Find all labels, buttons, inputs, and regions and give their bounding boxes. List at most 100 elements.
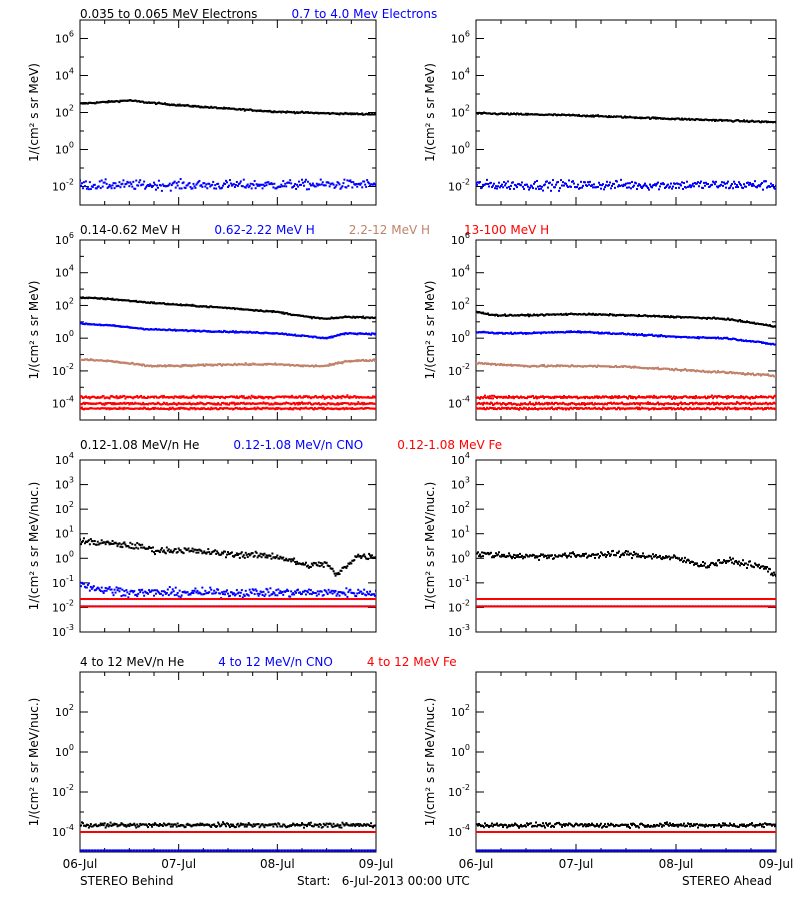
data-point [202,363,205,366]
data-point [200,395,203,398]
data-point [286,312,289,315]
data-point [250,394,253,397]
data-point [484,394,486,397]
data-point [359,183,362,186]
data-point [584,397,586,400]
data-point [309,315,312,318]
data-point [636,406,638,409]
data-point [611,395,613,398]
data-point [747,181,749,184]
data-point [608,115,610,118]
data-point [547,186,549,189]
data-point [499,186,501,189]
data-point [135,299,138,302]
data-point [295,187,298,190]
data-point [482,403,484,406]
y-tick-label: 104 [55,264,74,280]
data-point [769,324,771,327]
series-dots [80,321,376,340]
data-point [675,186,677,189]
data-point [528,188,530,191]
data-point [98,180,101,183]
data-point [338,113,341,116]
data-point [689,184,691,187]
data-point [594,406,596,409]
data-point [495,185,497,188]
data-point [274,408,277,411]
series-dots [476,406,776,411]
data-point [671,398,673,401]
data-point [134,187,137,190]
data-point [713,118,715,121]
data-point [172,181,175,184]
data-point [245,184,248,187]
data-point [87,188,90,191]
data-point [118,181,121,184]
data-point [198,179,201,182]
data-point [110,403,113,406]
data-point [582,184,584,187]
data-point [283,185,286,188]
data-point [172,401,175,404]
data-point [319,178,322,181]
data-point [715,395,717,398]
data-point [769,185,771,188]
data-point [654,183,656,186]
data-point [261,395,264,398]
data-point [265,184,268,187]
data-point [329,336,332,339]
y-axis-label: 1/(cm² s sr MeV) [423,281,437,380]
data-point [479,181,481,184]
data-point [328,395,331,398]
data-point [243,109,246,112]
data-point [696,182,698,185]
data-point [306,402,309,405]
data-point [555,365,557,368]
data-point [696,337,698,340]
data-point [279,185,282,188]
data-point [508,185,510,188]
data-point [293,184,296,187]
data-point [496,187,498,190]
data-point [772,184,774,187]
data-point [290,396,293,399]
data-point [112,182,115,185]
data-point [263,185,266,188]
data-point [656,182,658,185]
data-point [485,408,487,411]
data-point [533,182,535,185]
data-point [159,184,162,187]
data-point [321,181,324,184]
data-point [583,395,585,398]
data-point [83,403,86,406]
data-point [729,186,731,189]
data-point [342,407,345,410]
data-point [284,402,287,405]
data-point [727,395,729,398]
data-point [294,333,297,336]
data-point [644,182,646,185]
data-point [256,184,259,187]
data-point [503,181,505,184]
data-point [513,397,515,400]
data-point [299,395,302,398]
data-point [298,180,301,183]
panel-title-label: 0.7 to 4.0 Mev Electrons [291,7,437,21]
data-point [298,401,301,404]
data-point [247,186,250,189]
data-point [746,373,748,376]
data-point [272,186,275,189]
data-point [669,316,671,319]
data-point [665,186,667,189]
data-point [775,402,776,405]
data-point [182,403,185,406]
data-point [686,180,688,183]
data-point [743,183,745,186]
data-point [637,408,639,411]
data-point [581,186,583,189]
data-point [362,403,365,406]
data-point [336,402,339,405]
data-point [725,395,727,398]
y-tick-label: 104 [451,67,470,83]
